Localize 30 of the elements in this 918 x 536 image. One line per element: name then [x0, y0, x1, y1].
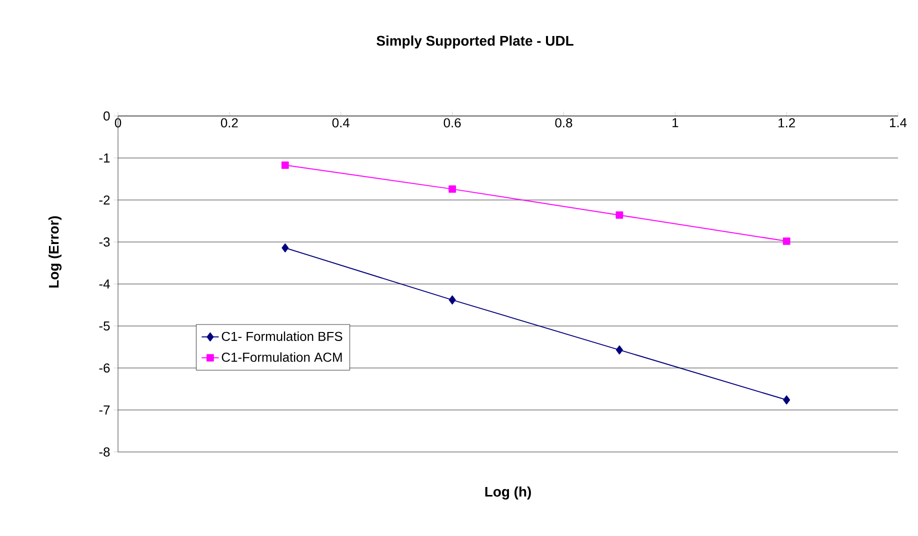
x-axis-title: Log (h): [485, 486, 531, 500]
x-tick-label: 1: [672, 118, 678, 128]
x-tick-label: 0: [114, 118, 122, 128]
x-tick-label: 1.2: [778, 118, 795, 128]
y-tick-label: 0: [104, 111, 110, 121]
y-tick-label: -5: [99, 321, 110, 330]
y-tick-label: -7: [99, 406, 110, 414]
y-tick-label: -4: [99, 280, 110, 288]
x-tick-label: 0.4: [332, 118, 350, 128]
x-tick-label: 1.4: [890, 118, 907, 128]
point: [782, 237, 790, 245]
point: [281, 161, 289, 169]
y-tick-label: -2: [99, 195, 110, 205]
x-tick-label: 0.8: [555, 118, 572, 128]
y-tick-label: -6: [99, 363, 110, 373]
y-tick-label: -8: [99, 447, 110, 457]
y-axis-title: Log (Error): [48, 216, 62, 288]
point: [616, 211, 624, 219]
chart-title: Simply Supported Plate - UDL: [376, 35, 574, 48]
y-tick-label: -3: [99, 237, 110, 247]
legend-label: C1-Formulation ACM: [222, 352, 342, 362]
legend-label: C1- Formulation BFS: [222, 331, 342, 341]
point: [448, 295, 456, 304]
x-tick-label: 0.6: [444, 118, 461, 128]
point: [448, 185, 456, 193]
point: [783, 395, 790, 404]
point: [282, 243, 289, 252]
point: [616, 345, 623, 354]
x-tick-label: 0.2: [220, 118, 238, 128]
y-tick-label: -1: [99, 154, 110, 162]
